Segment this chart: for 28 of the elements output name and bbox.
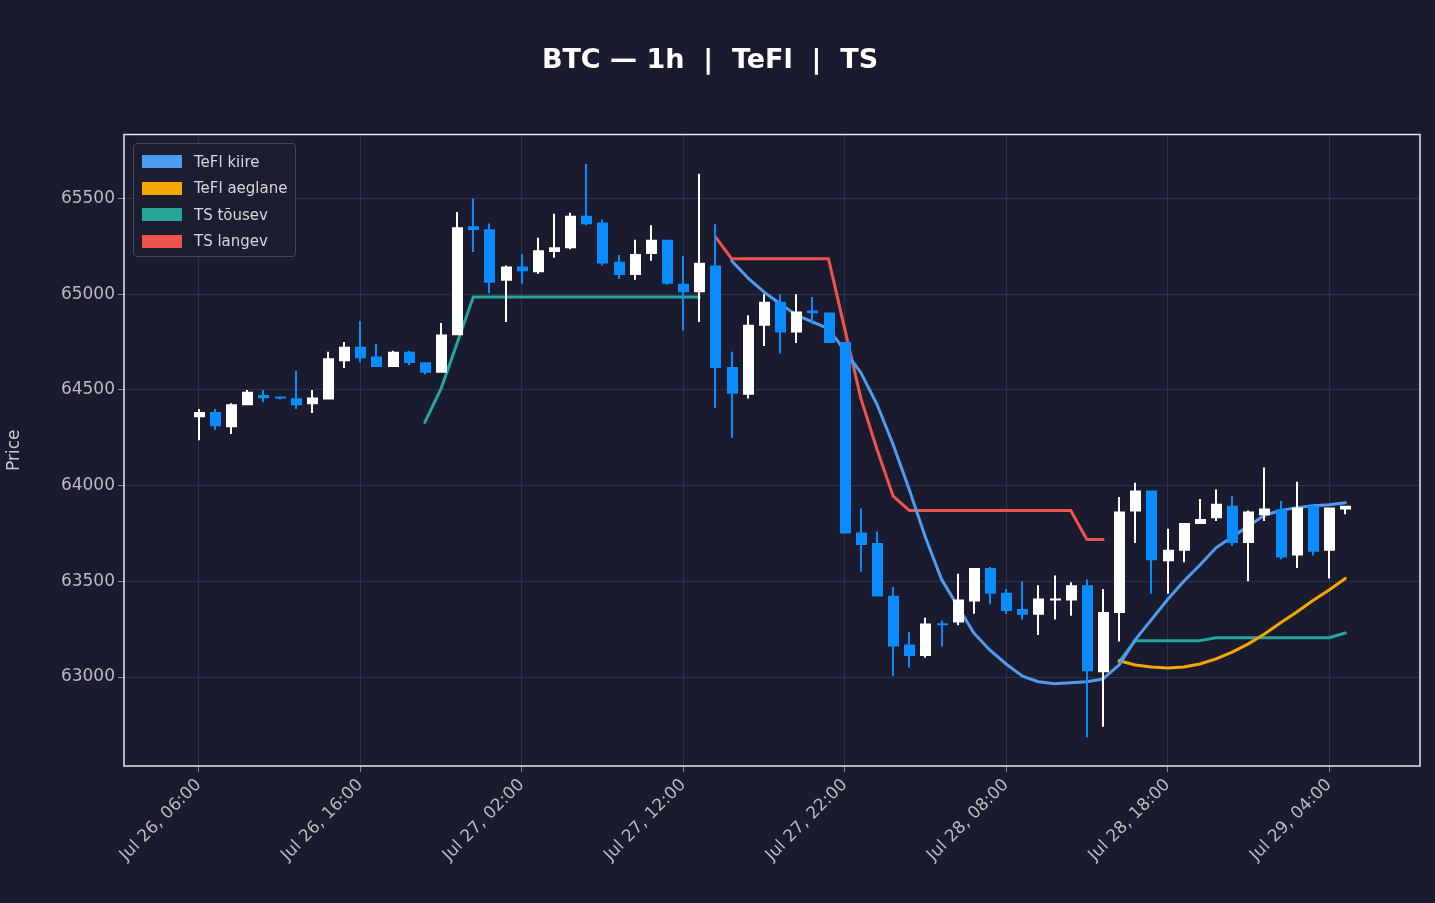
candlestick [501,265,512,322]
candlestick [678,255,689,331]
candlestick [904,632,915,668]
y-tick-label: 64500 [60,378,115,399]
y-tick-label: 65500 [60,186,115,207]
y-tick-label: 64000 [60,474,115,495]
candlestick [517,254,528,284]
chart-title: BTC — 1h | TeFl | TS [541,43,879,76]
candlestick [291,370,302,410]
candlestick [1050,575,1061,620]
legend-label: TeFl kiire [194,152,260,171]
candlestick [856,508,867,572]
candlestick [1017,581,1028,620]
candlestick [549,213,560,258]
y-tick-label: 63500 [60,569,115,590]
candlestick [1259,467,1270,522]
candlestick [194,409,205,441]
y-tick-label: 63000 [60,665,115,686]
candlestick [468,198,479,253]
candlestick [371,343,382,367]
candlestick [937,620,948,647]
legend-label: TS tõusev [194,205,268,224]
candlestick [1195,499,1206,524]
candlestick [807,297,818,324]
y-axis-title: Price [2,429,23,471]
y-tick-label: 65000 [60,282,115,303]
legend-label: TeFl aeglane [194,179,288,198]
legend-label: TS langev [194,232,268,251]
